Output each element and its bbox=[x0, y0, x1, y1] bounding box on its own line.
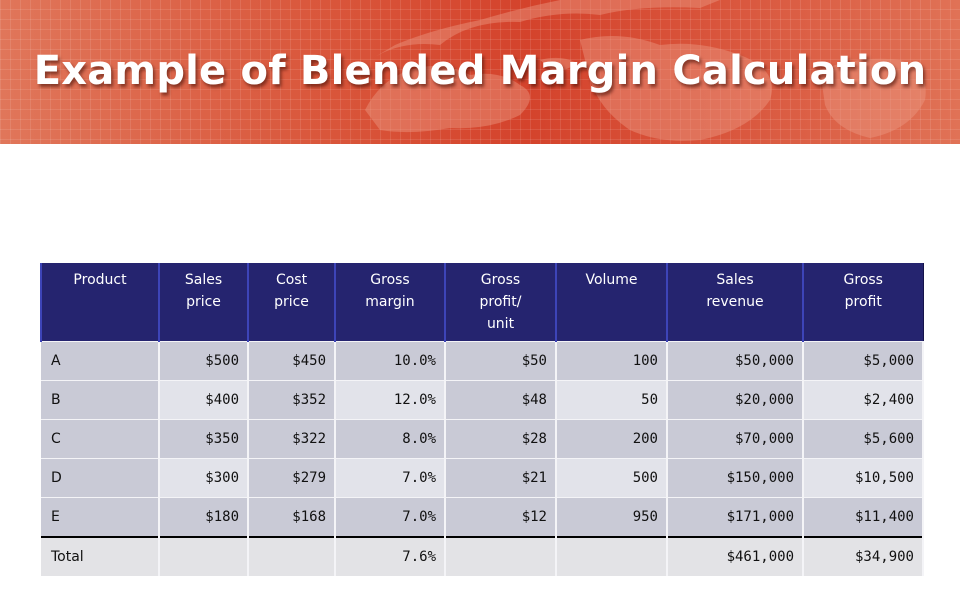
total-row: Total 7.6% $461,000 $34,900 bbox=[41, 536, 924, 576]
cell-gross-margin: 10.0% bbox=[335, 341, 446, 381]
cell-sales-price: $350 bbox=[159, 419, 249, 459]
cell-total-sales-revenue: $461,000 bbox=[667, 536, 804, 576]
world-map-graphic bbox=[365, 0, 926, 141]
header-product: Product bbox=[40, 263, 160, 342]
cell-volume: 50 bbox=[556, 380, 668, 420]
cell-gross-margin: 7.0% bbox=[335, 458, 446, 498]
cell-sales-revenue: $150,000 bbox=[667, 458, 804, 498]
cell-total-volume bbox=[556, 536, 668, 576]
cell-cost-price: $279 bbox=[248, 458, 336, 498]
header-sales-revenue: Sales revenue bbox=[666, 263, 804, 342]
cell-product: D bbox=[41, 458, 160, 498]
cell-gross-profit-per-unit: $21 bbox=[445, 458, 557, 498]
cell-gross-profit: $11,400 bbox=[803, 497, 924, 537]
header-cost-price: Cost price bbox=[247, 263, 336, 342]
cell-gross-profit: $2,400 bbox=[803, 380, 924, 420]
cell-sales-price: $500 bbox=[159, 341, 249, 381]
cell-total-sales-price bbox=[159, 536, 249, 576]
cell-total-gross-margin: 7.6% bbox=[335, 536, 446, 576]
cell-volume: 200 bbox=[556, 419, 668, 459]
cell-cost-price: $322 bbox=[248, 419, 336, 459]
cell-gross-margin: 8.0% bbox=[335, 419, 446, 459]
cell-sales-revenue: $171,000 bbox=[667, 497, 804, 537]
cell-gross-margin: 7.0% bbox=[335, 497, 446, 537]
cell-product: C bbox=[41, 419, 160, 459]
cell-gross-profit-per-unit: $50 bbox=[445, 341, 557, 381]
header-gross-profit: Gross profit bbox=[802, 263, 924, 342]
cell-product: E bbox=[41, 497, 160, 537]
table-row: A $500 $450 10.0% $50 100 $50,000 $5,000 bbox=[41, 341, 924, 381]
title-banner: Example of Blended Margin Calculation bbox=[0, 0, 960, 144]
cell-sales-revenue: $50,000 bbox=[667, 341, 804, 381]
cell-sales-price: $180 bbox=[159, 497, 249, 537]
header-row: Product Sales price Cost price Gross margin… bbox=[40, 263, 924, 342]
cell-gross-profit: $5,000 bbox=[803, 341, 924, 381]
cell-product: B bbox=[41, 380, 160, 420]
cell-cost-price: $352 bbox=[248, 380, 336, 420]
header-sales-price: Sales price bbox=[158, 263, 249, 342]
cell-total-label: Total bbox=[41, 536, 160, 576]
table-row: C $350 $322 8.0% $28 200 $70,000 $5,600 bbox=[41, 419, 924, 459]
table-row: E $180 $168 7.0% $12 950 $171,000 $11,40… bbox=[41, 497, 924, 537]
cell-volume: 100 bbox=[556, 341, 668, 381]
cell-sales-revenue: $70,000 bbox=[667, 419, 804, 459]
cell-gross-profit-per-unit: $28 bbox=[445, 419, 557, 459]
cell-sales-revenue: $20,000 bbox=[667, 380, 804, 420]
cell-gross-profit: $5,600 bbox=[803, 419, 924, 459]
cell-sales-price: $400 bbox=[159, 380, 249, 420]
cell-total-cost-price bbox=[248, 536, 336, 576]
cell-total-gross-profit-per-unit bbox=[445, 536, 557, 576]
blended-margin-table: Product Sales price Cost price Gross margin… bbox=[40, 263, 924, 576]
header-volume: Volume bbox=[555, 263, 668, 342]
table-row: D $300 $279 7.0% $21 500 $150,000 $10,50… bbox=[41, 458, 924, 498]
header-gross-profit-per-unit: Gross profit/unit bbox=[444, 263, 557, 342]
cell-product: A bbox=[41, 341, 160, 381]
cell-gross-profit: $10,500 bbox=[803, 458, 924, 498]
cell-gross-margin: 12.0% bbox=[335, 380, 446, 420]
cell-cost-price: $168 bbox=[248, 497, 336, 537]
cell-total-gross-profit: $34,900 bbox=[803, 536, 924, 576]
cell-gross-profit-per-unit: $48 bbox=[445, 380, 557, 420]
cell-gross-profit-per-unit: $12 bbox=[445, 497, 557, 537]
cell-cost-price: $450 bbox=[248, 341, 336, 381]
cell-sales-price: $300 bbox=[159, 458, 249, 498]
cell-volume: 500 bbox=[556, 458, 668, 498]
table-row: B $400 $352 12.0% $48 50 $20,000 $2,400 bbox=[41, 380, 924, 420]
slide-title: Example of Blended Margin Calculation bbox=[33, 48, 927, 94]
header-gross-margin: Gross margin bbox=[334, 263, 446, 342]
cell-volume: 950 bbox=[556, 497, 668, 537]
